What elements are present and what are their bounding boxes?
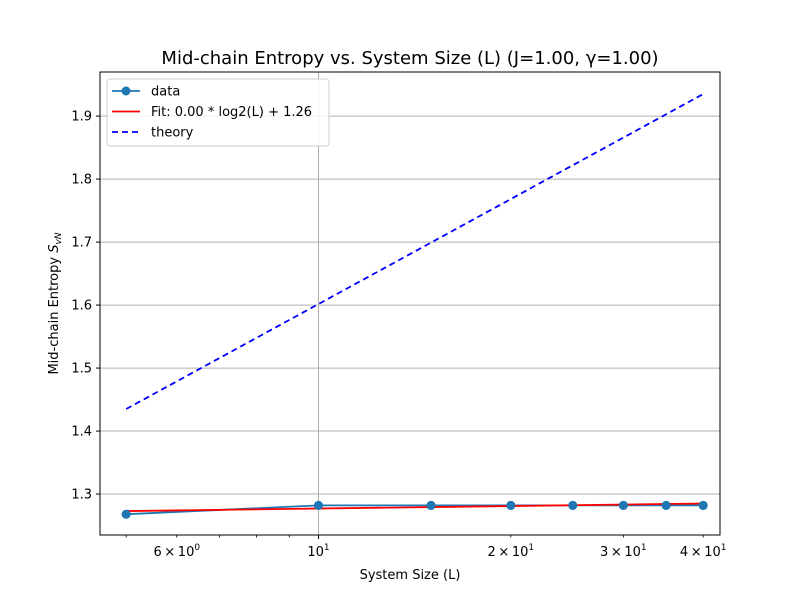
legend-marker bbox=[121, 86, 131, 96]
chart-title: Mid-chain Entropy vs. System Size (L) (J… bbox=[161, 48, 658, 69]
x-tick-label: 101 bbox=[307, 543, 329, 560]
plot-area-frame bbox=[99, 71, 721, 536]
x-tick-label: 6 × 100 bbox=[153, 543, 200, 560]
legend-label-2: theory bbox=[151, 126, 194, 141]
legend-label-1: Fit: 0.00 * log2(L) + 1.26 bbox=[151, 105, 312, 120]
legend-box bbox=[106, 78, 330, 147]
grid bbox=[100, 72, 720, 535]
data-point-marker bbox=[698, 500, 708, 510]
legend-label-0: data bbox=[151, 85, 180, 100]
y-tick-label: 1.5 bbox=[71, 362, 92, 377]
y-tick-label: 1.8 bbox=[71, 173, 92, 188]
y-axis-label: Mid-chain Entropy SvN bbox=[47, 232, 64, 374]
y-tick-label: 1.9 bbox=[71, 110, 92, 125]
x-tick-label: 2 × 101 bbox=[488, 543, 535, 560]
y-tick-label: 1.6 bbox=[71, 299, 92, 314]
data-point-marker bbox=[121, 509, 131, 519]
data-point-marker bbox=[618, 500, 628, 510]
data-point-marker bbox=[661, 500, 671, 510]
y-tick-label: 1.4 bbox=[71, 425, 92, 440]
x-tick-label: 4 × 101 bbox=[680, 543, 727, 560]
ticks: 1.3 1.4 1.5 1.6 1.7 1.8 1.9 6 × 100 101 2 × 101 3 … bbox=[71, 110, 726, 560]
legend: data Fit: 0.00 * log2(L) + 1.26 theory bbox=[106, 78, 330, 147]
data-point-marker bbox=[426, 500, 436, 510]
series-line-1 bbox=[126, 502, 704, 512]
data-point-marker bbox=[314, 500, 324, 510]
x-tick-label: 3 × 101 bbox=[600, 543, 647, 560]
data-point-marker bbox=[568, 500, 578, 510]
y-tick-label: 1.3 bbox=[71, 488, 92, 503]
series-layer bbox=[121, 93, 708, 519]
y-tick-label: 1.7 bbox=[71, 236, 92, 251]
x-axis-label: System Size (L) bbox=[360, 568, 461, 583]
data-point-marker bbox=[506, 500, 516, 510]
